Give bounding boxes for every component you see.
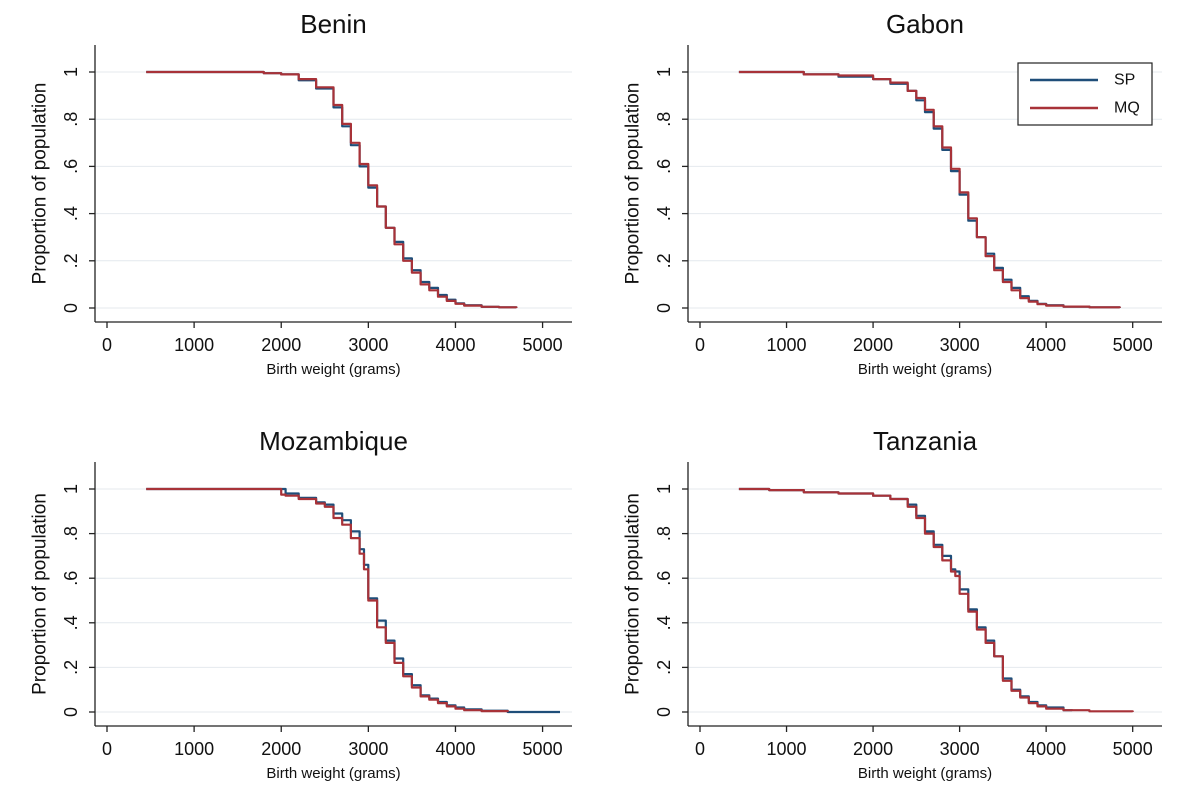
y-tick-label: .8	[61, 112, 81, 127]
series-line-mq	[146, 487, 509, 713]
chart-title: Mozambique	[259, 426, 408, 456]
x-tick-label: 1000	[767, 335, 807, 355]
y-tick-label: 1	[61, 484, 81, 494]
y-tick-label: .6	[654, 571, 674, 586]
y-tick-label: 0	[61, 707, 81, 717]
x-tick-label: 0	[102, 335, 112, 355]
series-line-mq	[738, 70, 1121, 309]
y-axis-title: Proportion of population	[623, 493, 644, 695]
y-tick-label: .8	[654, 526, 674, 541]
panel-benin: Benin 0 .2 .4 .6 .8 1 0 1000 2000 3000 4000 5000 Birt…	[30, 9, 572, 378]
x-tick-label: 1000	[767, 739, 807, 759]
y-tick-label: .4	[654, 206, 674, 221]
series-line-mq	[146, 70, 518, 309]
x-tick-label: 4000	[435, 335, 475, 355]
y-tick-label: .6	[654, 159, 674, 174]
x-tick-label: 2000	[853, 335, 893, 355]
y-axis-title: Proportion of population	[623, 83, 644, 285]
x-tick-label: 2000	[261, 335, 301, 355]
y-tick-label: .2	[61, 660, 81, 675]
y-tick-label: 0	[654, 303, 674, 313]
chart-title: Tanzania	[873, 426, 978, 456]
x-tick-label: 0	[695, 739, 705, 759]
y-tick-label: .4	[61, 206, 81, 221]
legend: SP MQ	[1017, 62, 1153, 126]
y-tick-label: .6	[61, 159, 81, 174]
x-tick-label: 2000	[853, 739, 893, 759]
x-axis-title: Birth weight (grams)	[266, 765, 400, 782]
y-tick-label: .6	[61, 571, 81, 586]
chart-title: Benin	[300, 9, 367, 39]
legend-label-sp: SP	[1114, 72, 1135, 89]
series-line-sp	[738, 487, 1074, 712]
y-tick-label: 1	[654, 484, 674, 494]
y-tick-label: 1	[654, 67, 674, 77]
x-tick-label: 4000	[435, 739, 475, 759]
x-axis-title: Birth weight (grams)	[858, 765, 992, 782]
x-tick-label: 5000	[1113, 739, 1153, 759]
y-tick-label: .8	[654, 112, 674, 127]
y-axis-title: Proportion of population	[30, 83, 51, 285]
y-tick-label: 1	[61, 67, 81, 77]
x-tick-label: 5000	[1113, 335, 1153, 355]
x-tick-label: 5000	[523, 739, 563, 759]
x-axis-title: Birth weight (grams)	[858, 361, 992, 378]
x-tick-label: 5000	[523, 335, 563, 355]
y-tick-label: .2	[654, 660, 674, 675]
x-tick-label: 3000	[348, 739, 388, 759]
x-tick-label: 4000	[1026, 739, 1066, 759]
x-tick-label: 2000	[261, 739, 301, 759]
x-tick-label: 3000	[348, 335, 388, 355]
series-line-sp	[146, 487, 560, 714]
panel-mozambique: Mozambique 0 .2 .4 .6 .8 1 0 1000 2000 3000 4000 500…	[30, 426, 572, 782]
x-tick-label: 1000	[174, 739, 214, 759]
x-tick-label: 0	[695, 335, 705, 355]
x-tick-label: 3000	[940, 335, 980, 355]
y-tick-label: .2	[61, 253, 81, 268]
y-tick-label: .8	[61, 526, 81, 541]
legend-label-mq: MQ	[1114, 100, 1140, 117]
y-tick-label: .2	[654, 253, 674, 268]
panel-gabon: Gabon 0 .2 .4 .6 .8 1 0 1000 2000 3000 4000 5000 Birt…	[623, 9, 1162, 378]
x-axis-title: Birth weight (grams)	[266, 361, 400, 378]
y-axis-title: Proportion of population	[30, 493, 51, 695]
y-tick-label: .4	[654, 615, 674, 630]
series-line-mq	[738, 487, 1134, 713]
legend-box	[1017, 62, 1153, 126]
panel-tanzania: Tanzania 0 .2 .4 .6 .8 1 0 1000 2000 3000 4000 5000 B…	[623, 426, 1162, 782]
y-tick-label: 0	[61, 303, 81, 313]
y-tick-label: .4	[61, 615, 81, 630]
series-line-sp	[146, 70, 518, 309]
x-tick-label: 1000	[174, 335, 214, 355]
y-tick-label: 0	[654, 707, 674, 717]
x-tick-label: 4000	[1026, 335, 1066, 355]
chart-title: Gabon	[886, 9, 964, 39]
x-tick-label: 3000	[940, 739, 980, 759]
x-tick-label: 0	[102, 739, 112, 759]
